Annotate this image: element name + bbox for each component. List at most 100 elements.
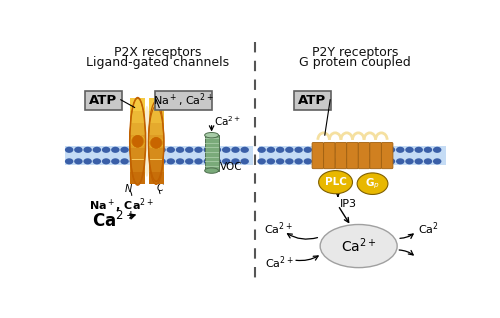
Ellipse shape: [378, 158, 386, 164]
Ellipse shape: [285, 158, 294, 164]
Bar: [149, 172, 164, 184]
FancyBboxPatch shape: [382, 142, 393, 169]
Ellipse shape: [322, 147, 330, 153]
Ellipse shape: [387, 158, 395, 164]
Text: Ca$^{2+}$: Ca$^{2+}$: [92, 211, 136, 232]
Ellipse shape: [148, 137, 164, 149]
Ellipse shape: [74, 147, 82, 153]
Ellipse shape: [204, 168, 218, 173]
Bar: [149, 98, 164, 111]
Ellipse shape: [65, 158, 74, 164]
Ellipse shape: [130, 135, 144, 148]
Ellipse shape: [102, 158, 110, 164]
Bar: [149, 160, 164, 172]
Bar: [66, 146, 253, 165]
Bar: [130, 111, 144, 123]
Ellipse shape: [350, 158, 358, 164]
Ellipse shape: [158, 158, 166, 164]
Ellipse shape: [132, 135, 143, 148]
Ellipse shape: [130, 158, 138, 164]
Ellipse shape: [150, 137, 162, 149]
Ellipse shape: [304, 147, 312, 153]
Ellipse shape: [204, 133, 218, 138]
Ellipse shape: [222, 147, 230, 153]
Ellipse shape: [414, 147, 423, 153]
Ellipse shape: [258, 158, 266, 164]
FancyBboxPatch shape: [156, 91, 212, 110]
Ellipse shape: [266, 147, 275, 153]
Ellipse shape: [120, 147, 129, 153]
Ellipse shape: [148, 158, 156, 164]
FancyBboxPatch shape: [358, 142, 370, 169]
Ellipse shape: [357, 173, 388, 195]
Ellipse shape: [139, 158, 147, 164]
Text: P2Y receptors: P2Y receptors: [312, 46, 398, 59]
Ellipse shape: [340, 147, 349, 153]
FancyBboxPatch shape: [370, 142, 382, 169]
Bar: [130, 98, 144, 111]
Ellipse shape: [150, 137, 162, 149]
Ellipse shape: [212, 158, 221, 164]
Ellipse shape: [194, 147, 202, 153]
Bar: [149, 148, 164, 159]
Ellipse shape: [350, 147, 358, 153]
Ellipse shape: [102, 147, 110, 153]
FancyBboxPatch shape: [335, 142, 346, 169]
Ellipse shape: [185, 147, 194, 153]
Ellipse shape: [231, 147, 239, 153]
Ellipse shape: [294, 147, 303, 153]
Ellipse shape: [231, 158, 239, 164]
Ellipse shape: [294, 158, 303, 164]
FancyBboxPatch shape: [346, 142, 358, 169]
Ellipse shape: [130, 135, 146, 148]
Ellipse shape: [240, 147, 249, 153]
FancyBboxPatch shape: [84, 91, 122, 110]
Text: Ca$^{2+}$: Ca$^{2+}$: [341, 237, 376, 255]
Ellipse shape: [322, 158, 330, 164]
Text: Ligand-gated channels: Ligand-gated channels: [86, 56, 230, 69]
Ellipse shape: [368, 147, 377, 153]
Bar: [149, 135, 164, 148]
Ellipse shape: [396, 147, 404, 153]
Text: Ca$^{2+}$: Ca$^{2+}$: [264, 221, 292, 238]
Ellipse shape: [285, 147, 294, 153]
Ellipse shape: [151, 137, 162, 149]
Bar: [130, 123, 144, 135]
Ellipse shape: [130, 135, 145, 148]
Bar: [130, 148, 144, 159]
Ellipse shape: [194, 158, 202, 164]
Text: ATP: ATP: [298, 94, 326, 107]
Ellipse shape: [424, 158, 432, 164]
Text: ATP: ATP: [89, 94, 117, 107]
FancyBboxPatch shape: [312, 142, 324, 169]
Ellipse shape: [405, 158, 413, 164]
Ellipse shape: [65, 147, 74, 153]
Ellipse shape: [150, 137, 162, 149]
Ellipse shape: [332, 158, 340, 164]
Ellipse shape: [158, 147, 166, 153]
Ellipse shape: [433, 158, 442, 164]
Ellipse shape: [313, 147, 322, 153]
Ellipse shape: [120, 158, 129, 164]
Text: P2X receptors: P2X receptors: [114, 46, 202, 59]
Ellipse shape: [313, 158, 322, 164]
Bar: [130, 160, 144, 172]
FancyBboxPatch shape: [324, 142, 335, 169]
Ellipse shape: [149, 137, 164, 149]
Ellipse shape: [276, 158, 284, 164]
Ellipse shape: [139, 147, 147, 153]
Ellipse shape: [359, 147, 368, 153]
Ellipse shape: [143, 106, 151, 177]
Bar: [130, 172, 144, 184]
Ellipse shape: [84, 158, 92, 164]
Ellipse shape: [378, 147, 386, 153]
Text: C: C: [156, 183, 164, 192]
Ellipse shape: [204, 147, 212, 153]
FancyBboxPatch shape: [294, 91, 331, 110]
Ellipse shape: [148, 147, 156, 153]
Ellipse shape: [266, 158, 275, 164]
Ellipse shape: [414, 158, 423, 164]
Ellipse shape: [318, 170, 352, 194]
Ellipse shape: [340, 158, 349, 164]
Bar: [149, 123, 164, 135]
